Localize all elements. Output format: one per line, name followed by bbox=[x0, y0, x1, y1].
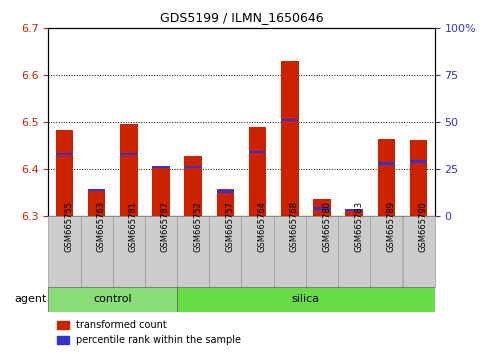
Bar bbox=[88, 190, 105, 216]
Bar bbox=[216, 189, 234, 216]
Bar bbox=[402, 216, 435, 287]
Bar bbox=[48, 287, 177, 312]
Bar bbox=[274, 216, 306, 287]
Bar bbox=[145, 216, 177, 287]
Bar bbox=[152, 166, 170, 168]
Bar bbox=[152, 168, 170, 216]
Text: GSM665764: GSM665764 bbox=[257, 201, 267, 252]
Bar bbox=[242, 216, 274, 287]
Bar bbox=[281, 61, 298, 216]
Text: GSM665752: GSM665752 bbox=[193, 201, 202, 252]
Bar bbox=[249, 151, 267, 153]
Text: GSM665790: GSM665790 bbox=[419, 201, 427, 252]
Bar bbox=[185, 156, 202, 216]
Text: GSM665763: GSM665763 bbox=[97, 201, 106, 252]
Bar bbox=[378, 162, 395, 165]
Legend: transformed count, percentile rank within the sample: transformed count, percentile rank withi… bbox=[53, 316, 245, 349]
Bar bbox=[338, 216, 370, 287]
Bar bbox=[370, 216, 402, 287]
Bar bbox=[81, 216, 113, 287]
Title: GDS5199 / ILMN_1650646: GDS5199 / ILMN_1650646 bbox=[160, 11, 323, 24]
Bar bbox=[88, 189, 105, 191]
Text: GSM665780: GSM665780 bbox=[322, 201, 331, 252]
Text: silica: silica bbox=[292, 294, 320, 304]
Bar bbox=[313, 207, 331, 210]
Text: GSM665787: GSM665787 bbox=[161, 201, 170, 252]
Bar bbox=[345, 210, 363, 216]
Bar bbox=[209, 216, 242, 287]
Text: GSM665783: GSM665783 bbox=[354, 201, 363, 252]
Bar bbox=[216, 190, 234, 193]
Bar bbox=[185, 166, 202, 168]
Bar bbox=[48, 216, 81, 287]
Bar bbox=[345, 209, 363, 211]
Bar bbox=[56, 130, 73, 216]
Bar bbox=[306, 216, 338, 287]
Bar bbox=[313, 199, 331, 216]
Text: GSM665755: GSM665755 bbox=[64, 201, 73, 252]
Bar bbox=[56, 153, 73, 155]
Bar bbox=[120, 125, 138, 216]
Text: GSM665781: GSM665781 bbox=[129, 201, 138, 252]
Bar bbox=[249, 127, 267, 216]
Bar bbox=[177, 216, 209, 287]
Bar bbox=[120, 153, 138, 155]
Text: control: control bbox=[93, 294, 132, 304]
Text: GSM665768: GSM665768 bbox=[290, 201, 299, 252]
Bar bbox=[113, 216, 145, 287]
Text: agent: agent bbox=[14, 294, 47, 304]
Bar bbox=[281, 119, 298, 121]
Bar bbox=[410, 160, 427, 162]
Bar bbox=[410, 140, 427, 216]
Text: GSM665757: GSM665757 bbox=[226, 201, 234, 252]
Bar bbox=[177, 287, 435, 312]
Text: GSM665789: GSM665789 bbox=[386, 201, 396, 252]
Bar bbox=[378, 139, 395, 216]
